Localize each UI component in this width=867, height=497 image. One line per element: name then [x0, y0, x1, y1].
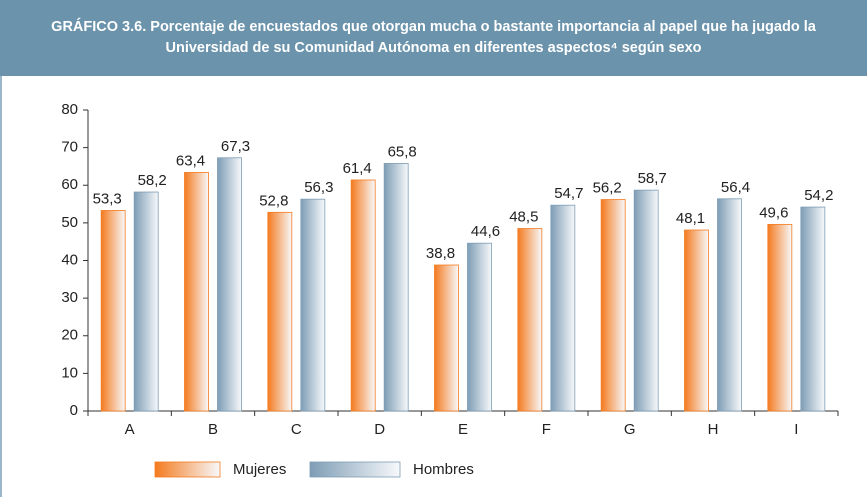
value-label: 56,3	[304, 179, 333, 196]
legend-label: Hombres	[413, 461, 474, 478]
y-tick-label: 0	[70, 402, 78, 419]
value-label: 44,6	[471, 223, 500, 240]
x-tick-label: D	[374, 421, 385, 438]
y-tick-label: 40	[61, 251, 78, 268]
bar	[133, 191, 159, 412]
bar	[717, 198, 742, 412]
x-tick-label: G	[624, 421, 636, 438]
value-label: 48,5	[509, 208, 538, 225]
bar	[684, 229, 709, 412]
bar	[350, 179, 376, 412]
y-tick-label: 50	[61, 214, 78, 231]
y-tick-label: 20	[61, 327, 78, 344]
bar	[434, 264, 459, 412]
value-label: 56,4	[721, 179, 750, 196]
y-tick-label: 70	[61, 139, 78, 156]
bar	[800, 206, 826, 412]
value-label: 65,8	[388, 143, 417, 160]
bar	[184, 172, 209, 412]
bar	[550, 204, 576, 412]
bar	[767, 223, 793, 412]
legend-label: Mujeres	[233, 461, 286, 478]
bar	[633, 189, 659, 412]
value-label: 52,8	[259, 192, 288, 209]
value-label: 49,6	[759, 204, 788, 221]
y-tick-label: 60	[61, 176, 78, 193]
value-label: 63,4	[176, 152, 205, 169]
value-label: 53,3	[93, 190, 122, 207]
value-label: 58,2	[138, 172, 167, 189]
y-tick-label: 30	[61, 289, 78, 306]
bar	[467, 242, 492, 412]
value-label: 38,8	[426, 245, 455, 262]
y-tick-label: 80	[61, 101, 78, 118]
bar	[267, 211, 293, 412]
x-tick-label: E	[458, 421, 468, 438]
x-tick-label: A	[125, 421, 135, 438]
x-tick-label: I	[794, 421, 798, 438]
bar	[517, 228, 543, 412]
value-label: 58,7	[638, 170, 667, 187]
legend-swatch	[154, 461, 221, 478]
bar	[600, 199, 626, 412]
value-label: 56,2	[593, 180, 622, 197]
value-label: 54,7	[554, 185, 583, 202]
chart: 0 10 20 30 40 50 60 70 80 A 53,3 58,2 B 63,4 67,3 C 52,8…	[0, 76, 839, 497]
value-label: 61,4	[343, 160, 372, 177]
bar	[217, 157, 242, 412]
bar	[100, 210, 126, 412]
bar	[383, 163, 409, 412]
x-tick-label: C	[291, 421, 302, 438]
bar	[300, 198, 326, 412]
y-tick-label: 10	[61, 364, 78, 381]
legend-swatch	[309, 461, 401, 478]
x-tick-label: F	[542, 421, 551, 438]
x-tick-label: H	[708, 421, 719, 438]
value-label: 48,1	[676, 210, 705, 227]
value-label: 54,2	[804, 187, 833, 204]
x-tick-label: B	[208, 421, 218, 438]
value-label: 67,3	[221, 138, 250, 155]
chart-title: GRÁFICO 3.6. Porcentaje de encuestados q…	[0, 0, 867, 76]
